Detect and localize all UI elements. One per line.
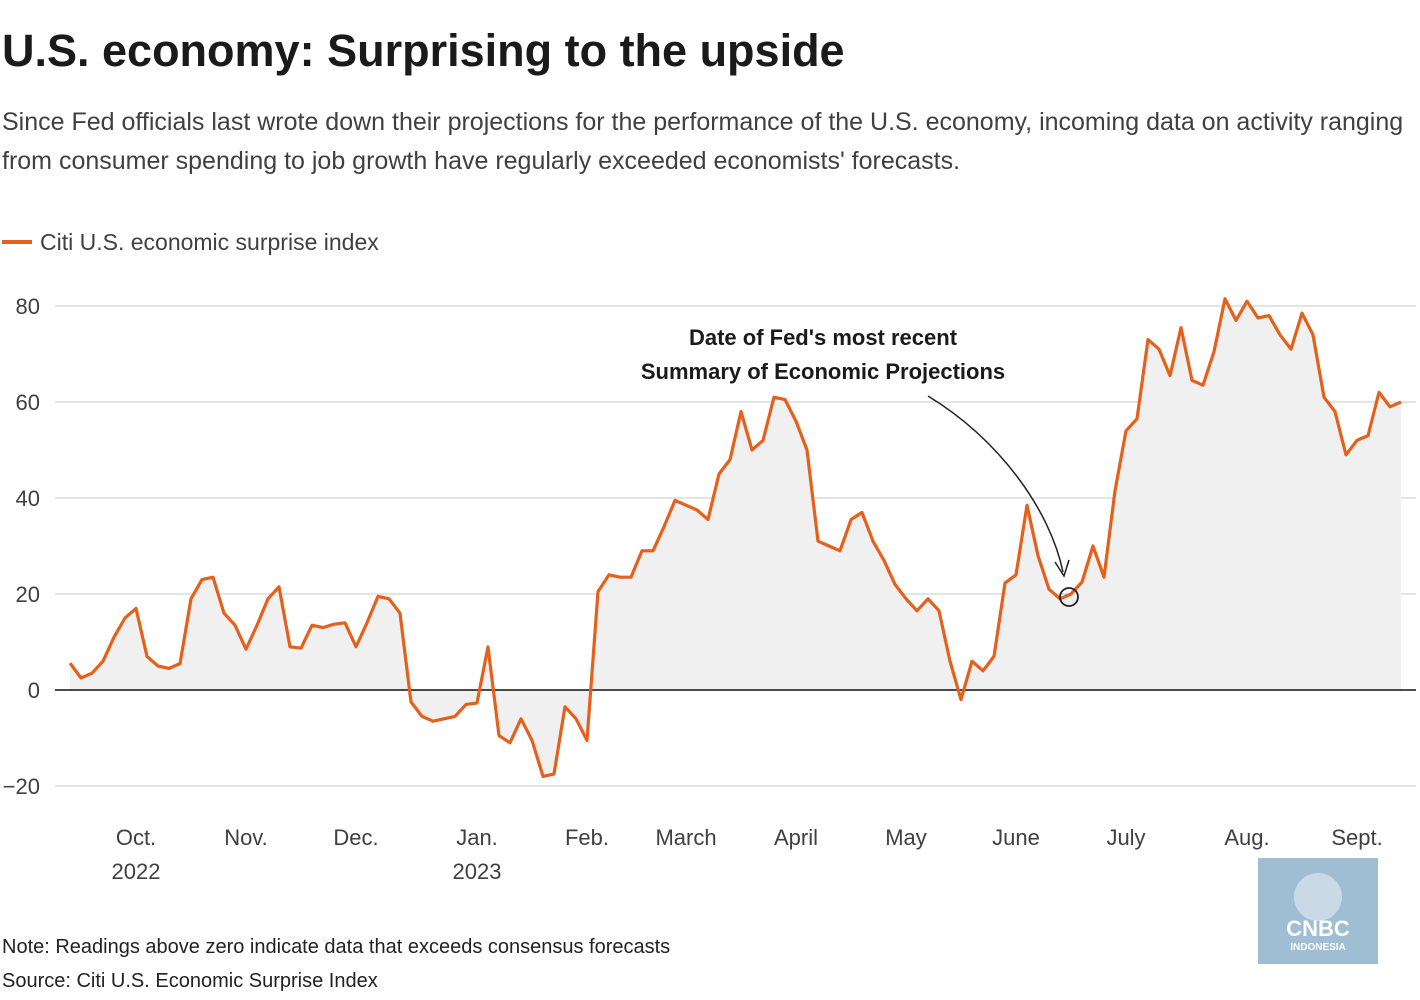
y-tick-label: 40 <box>16 486 40 511</box>
arrow-head <box>1054 559 1070 578</box>
x-tick-line: Nov. <box>224 825 268 850</box>
x-tick-line: 2023 <box>453 859 502 884</box>
x-tick-label: Dec. <box>333 825 378 850</box>
subtitle: Since Fed officials last wrote down thei… <box>2 108 1404 175</box>
x-tick-label: Jan. 2023 <box>453 825 502 884</box>
legend-label: Citi U.S. economic surprise index <box>40 229 379 255</box>
x-tick-label: July <box>1106 825 1145 850</box>
note: Note: Readings above zero indicate data … <box>2 936 670 958</box>
x-tick-line: Oct. <box>116 825 156 850</box>
y-tick-label: 20 <box>16 582 40 607</box>
x-tick-label: April <box>774 825 818 850</box>
line-layer <box>68 297 1402 778</box>
area-layer <box>70 298 1401 777</box>
x-tick-label: Oct. 2022 <box>112 825 161 884</box>
x-tick-label: March <box>655 825 716 850</box>
x-tick-label: Nov. <box>224 825 268 850</box>
x-tick-line: March <box>655 825 716 850</box>
logo: CNBC INDONESIA <box>1258 858 1378 964</box>
y-tick-label: 0 <box>28 678 40 703</box>
x-tick-line: April <box>774 825 818 850</box>
y-tick-label: −20 <box>3 774 40 799</box>
x-tick-label: May <box>885 825 927 850</box>
annotation-arrow <box>927 395 1064 573</box>
x-tick-line: Dec. <box>333 825 378 850</box>
logo-icon <box>1294 873 1342 921</box>
logo-sub: INDONESIA <box>1290 942 1346 953</box>
x-tick-label: June <box>992 825 1040 850</box>
line <box>68 297 1402 778</box>
x-labels: Oct. 2022 Nov. Dec. Jan. 2023 Feb. March April Ma… <box>112 825 1383 884</box>
x-tick-line: 2022 <box>112 859 161 884</box>
x-tick-line: Sept. <box>1331 825 1382 850</box>
x-tick-label: Sept. <box>1331 825 1382 850</box>
x-tick-line: Jan. <box>456 825 498 850</box>
y-tick-label: 80 <box>16 294 40 319</box>
area <box>70 298 1401 777</box>
chart-title: U.S. economy: Surprising to the upside <box>2 25 845 76</box>
y-tick-label: 60 <box>16 390 40 415</box>
x-tick-line: Aug. <box>1224 825 1269 850</box>
annotation-circle <box>1059 587 1079 607</box>
annotation-line: Date of Fed's most recent <box>689 325 958 350</box>
x-tick-label: Aug. <box>1224 825 1269 850</box>
logo-name: CNBC <box>1286 916 1350 941</box>
x-tick-line: July <box>1106 825 1145 850</box>
x-tick-line: Feb. <box>565 825 609 850</box>
x-tick-label: Feb. <box>565 825 609 850</box>
x-tick-line: May <box>885 825 927 850</box>
annotation-line: Summary of Economic Projections <box>641 359 1005 384</box>
x-tick-line: June <box>992 825 1040 850</box>
source: Source: Citi U.S. Economic Surprise Inde… <box>2 970 378 992</box>
